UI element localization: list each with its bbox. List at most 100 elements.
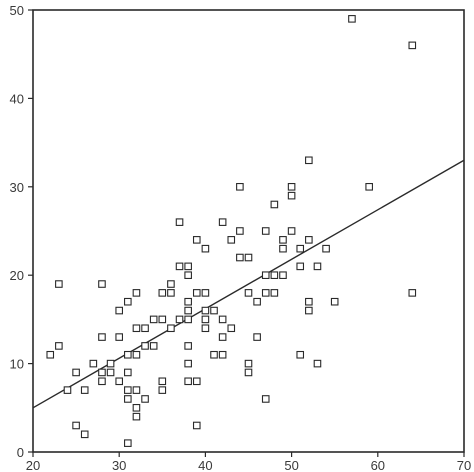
data-point [330, 297, 339, 306]
data-point [408, 289, 417, 297]
data-point [158, 315, 167, 324]
data-point [98, 377, 106, 386]
x-tick-label: 50 [284, 458, 298, 472]
data-point [106, 368, 115, 377]
data-point [184, 315, 192, 324]
data-point [141, 342, 149, 350]
data-point [296, 262, 305, 271]
data-point [287, 191, 296, 200]
data-point [227, 324, 236, 333]
data-point [244, 253, 253, 262]
data-point [305, 236, 313, 244]
data-point [270, 271, 279, 280]
x-tick-label: 20 [26, 458, 40, 472]
data-point [201, 324, 210, 333]
data-point [158, 289, 167, 297]
data-point [201, 315, 210, 324]
data-point [175, 218, 184, 226]
data-point [184, 359, 192, 368]
data-point [184, 271, 192, 280]
data-point [124, 297, 132, 306]
data-point [408, 41, 417, 50]
data-point [106, 359, 115, 368]
data-point [132, 289, 141, 297]
data-point [55, 342, 63, 350]
data-point [192, 289, 201, 297]
y-tick-label: 40 [10, 91, 24, 106]
data-point [141, 395, 149, 403]
data-point [279, 271, 287, 280]
data-point [115, 333, 123, 341]
data-point [305, 306, 313, 315]
data-point [305, 297, 313, 306]
y-tick-label: 20 [10, 268, 24, 283]
data-point [132, 324, 141, 333]
y-tick-label: 50 [10, 3, 24, 18]
data-point [348, 15, 356, 23]
data-point [365, 183, 373, 191]
data-point [124, 439, 132, 447]
data-point [192, 421, 201, 430]
data-points [46, 15, 417, 447]
data-point [184, 306, 192, 315]
data-point [98, 333, 106, 341]
data-point [322, 244, 330, 253]
data-point [132, 386, 141, 394]
data-point [184, 262, 192, 271]
data-point [210, 306, 218, 315]
data-point [46, 350, 55, 359]
data-point [115, 306, 123, 315]
data-point [201, 244, 210, 253]
data-point [158, 377, 167, 386]
data-point [201, 306, 210, 315]
data-point [287, 183, 296, 191]
data-point [132, 350, 141, 359]
data-point [279, 236, 287, 244]
x-tick-label: 70 [457, 458, 471, 472]
data-point [158, 386, 167, 394]
data-point [55, 280, 63, 288]
data-point [167, 280, 175, 288]
regression-line [32, 159, 465, 409]
data-point [305, 156, 313, 165]
data-point [270, 289, 279, 297]
x-tick-label: 60 [371, 458, 385, 472]
data-point [149, 342, 158, 350]
data-point [175, 315, 184, 324]
data-point [184, 377, 192, 386]
data-point [218, 350, 227, 359]
data-point [261, 395, 270, 403]
data-point [175, 262, 184, 271]
data-point [218, 315, 227, 324]
data-point [89, 359, 98, 368]
data-point [124, 395, 132, 403]
data-point [287, 227, 296, 235]
data-point [236, 227, 244, 235]
data-point [72, 421, 80, 430]
data-point [313, 359, 322, 368]
data-point [236, 253, 244, 262]
regression-line-group [32, 159, 465, 409]
data-point [313, 262, 322, 271]
data-point [296, 244, 305, 253]
data-point [192, 236, 201, 244]
data-point [124, 386, 132, 394]
y-tick-label: 0 [17, 445, 24, 460]
data-point [149, 315, 158, 324]
data-point [270, 200, 279, 209]
data-point [124, 368, 132, 377]
data-point [124, 350, 132, 359]
data-point [244, 359, 253, 368]
x-tick-label: 30 [112, 458, 126, 472]
data-point [72, 368, 80, 377]
plot-area-frame [32, 9, 465, 453]
data-point [192, 377, 201, 386]
data-point [80, 430, 89, 439]
y-tick-label: 10 [10, 357, 24, 372]
data-point [253, 297, 261, 306]
data-point [218, 333, 227, 341]
data-point [244, 289, 253, 297]
data-point [279, 244, 287, 253]
